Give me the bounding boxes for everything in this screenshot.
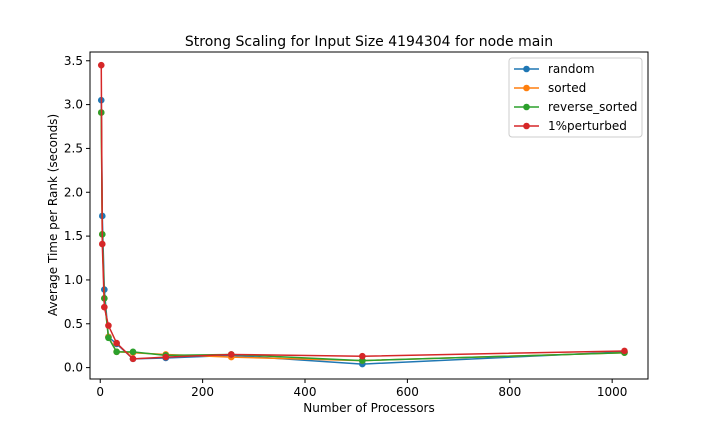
series-1%perturbed — [97, 61, 628, 363]
legend-label: reverse_sorted — [548, 100, 637, 114]
legend-marker — [523, 122, 530, 130]
x-axis-label: Number of Processors — [303, 401, 434, 415]
data-point — [113, 339, 120, 347]
data-point — [227, 351, 235, 358]
legend-label: random — [548, 62, 595, 76]
data-point — [97, 61, 105, 69]
data-point — [98, 240, 106, 248]
x-tick-label: 1000 — [597, 385, 628, 399]
y-axis-label: Average Time per Rank (seconds) — [46, 114, 60, 316]
data-point — [162, 353, 170, 361]
data-point — [105, 334, 112, 342]
data-point — [129, 355, 137, 363]
legend: random sorted reverse_sorted 1%perturbed — [508, 57, 643, 138]
x-tick-label: 0 — [96, 385, 104, 399]
plot-area — [89, 51, 649, 380]
legend-label: sorted — [548, 81, 586, 95]
series-reverse_sorted — [97, 109, 628, 364]
series-line — [100, 112, 625, 362]
legend-item: random — [514, 62, 595, 76]
y-tick-label: 0.5 — [64, 317, 83, 331]
plot-frame — [89, 51, 649, 380]
data-point — [113, 348, 120, 356]
y-tick-label: 2.0 — [64, 185, 83, 199]
x-tick-label: 200 — [191, 385, 214, 399]
series-line — [100, 112, 625, 362]
y-tick-label: 2.5 — [64, 141, 83, 155]
y-tick-label: 3.0 — [64, 98, 83, 112]
y-tick-label: 0.0 — [64, 361, 83, 375]
data-point — [359, 352, 366, 360]
y-tick-label: 3.5 — [64, 54, 83, 68]
legend-item: 1%perturbed — [514, 119, 627, 133]
y-tick-label: 1.5 — [64, 229, 83, 243]
data-point — [101, 303, 108, 311]
data-point — [105, 322, 112, 329]
x-tick-label: 600 — [396, 385, 419, 399]
legend-marker — [523, 65, 530, 73]
y-axis: 0.0 0.5 1.0 1.5 2.0 2.5 3.0 3.5 — [64, 54, 90, 375]
legend-item: sorted — [514, 81, 586, 95]
x-tick-label: 400 — [294, 385, 317, 399]
legend-box — [508, 57, 643, 138]
legend-label: 1%perturbed — [548, 119, 627, 133]
series-layer — [97, 61, 628, 368]
series-line — [100, 65, 625, 360]
legend-item: reverse_sorted — [514, 100, 637, 114]
y-tick-label: 1.0 — [64, 273, 83, 287]
series-line — [100, 100, 625, 365]
x-tick-label: 800 — [498, 385, 521, 399]
data-point — [129, 348, 137, 356]
series-sorted — [97, 109, 628, 364]
data-point — [621, 347, 628, 355]
legend-marker — [523, 84, 530, 92]
x-axis: 0 200 400 600 800 1000 — [96, 379, 627, 399]
chart-title: Strong Scaling for Input Size 4194304 fo… — [185, 34, 553, 50]
legend-marker — [523, 103, 530, 111]
